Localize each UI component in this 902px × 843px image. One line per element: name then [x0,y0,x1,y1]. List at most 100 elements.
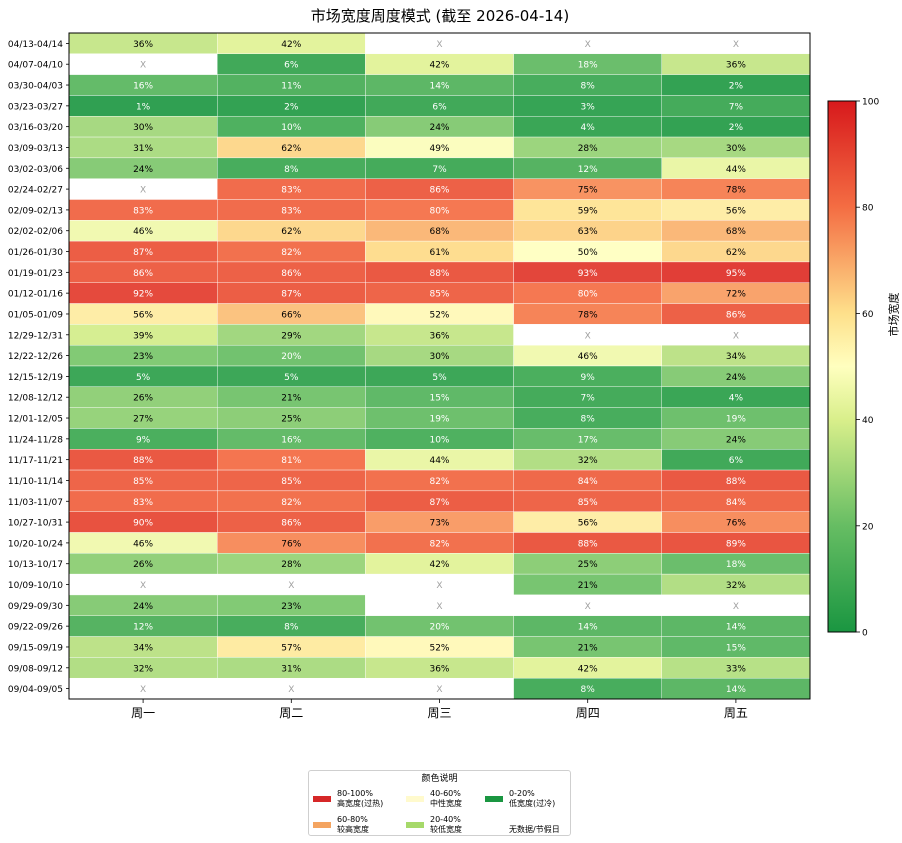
cell-label: 82% [429,477,449,487]
week-label: 09/04-09/05 [8,685,63,695]
cell-label: 8% [284,623,299,633]
heatmap-cells: 36% 42% X X X X 6% 42% 18% 36% 16% 11% 14% 8% 2% 1% 2% 6%… [68,32,811,700]
weekday-label: 周二 [279,706,303,720]
cell-label: X [733,602,739,612]
colorbar-tick-label: 40 [862,416,874,426]
cell-label: 7% [581,394,596,404]
week-label: 09/29-09/30 [8,602,63,612]
cell-label: 42% [429,560,449,570]
cell-label: 26% [133,560,153,570]
week-label: 11/03-11/07 [8,498,63,508]
cell-label: 6% [432,102,447,112]
cell-label: 36% [429,664,449,674]
cell-label: 90% [133,519,153,529]
colorbar-tick-label: 20 [862,522,874,532]
week-axis-labels: 04/13-04/14 04/07-04/10 03/30-04/03 03/23-0… [8,40,69,695]
colorbar-tick-label: 0 [862,629,868,639]
cell-label: 18% [578,61,598,71]
cell-label: 86% [726,310,746,320]
cell-label: 46% [133,227,153,237]
week-label: 10/27-10/31 [8,519,63,529]
legend-item-nodata: 无数据/节假日 [485,815,560,835]
cell-label: 85% [281,477,301,487]
cell-label: 66% [281,310,301,320]
cell-label: 92% [133,290,153,300]
cell-label: 24% [726,373,746,383]
cell-label: 49% [429,144,449,154]
legend-item-mid-high: 60-80% 较高宽度 [313,815,369,835]
cell-label: 89% [726,539,746,549]
cell-label: 7% [729,102,744,112]
cell-label: 27% [133,415,153,425]
cell-label: 8% [581,415,596,425]
legend-title: 颜色说明 [421,774,458,784]
cell-label: 4% [581,123,596,133]
cell-label: 24% [429,123,449,133]
cell-label: 21% [281,394,301,404]
cell-label: 72% [726,290,746,300]
week-label: 03/16-03/20 [8,123,63,133]
cell-label: 34% [726,352,746,362]
chart-title: 市场宽度周度模式 (截至 2026-04-14) [310,7,570,25]
cell-label: 8% [284,165,299,175]
week-label: 03/02-03/06 [8,165,63,175]
cell-label: 5% [284,373,299,383]
week-label: 11/24-11/28 [8,435,63,445]
colorbar-tick-label: 60 [862,310,874,320]
cell-label: X [140,685,146,695]
cell-label: 82% [281,248,301,258]
cell-label: 85% [133,477,153,487]
cell-label: 16% [133,82,153,92]
cell-label: 83% [133,206,153,216]
cell-label: 52% [429,643,449,653]
cell-label: 87% [429,498,449,508]
cell-label: 28% [578,144,598,154]
cell-label: 31% [133,144,153,154]
cell-label: 86% [429,186,449,196]
cell-label: X [585,40,591,50]
cell-label: 32% [578,456,598,466]
cell-label: 56% [578,519,598,529]
cell-label: 52% [429,310,449,320]
cell-label: 6% [729,456,744,466]
cell-label: 10% [281,123,301,133]
cell-label: X [140,186,146,196]
week-label: 10/09-10/10 [8,581,63,591]
cell-label: 81% [281,456,301,466]
week-label: 09/15-09/19 [8,643,63,653]
cell-label: 42% [281,40,301,50]
cell-label: 68% [429,227,449,237]
cell-label: 62% [726,248,746,258]
legend-swatch [313,822,331,828]
cell-label: X [436,685,442,695]
week-label: 03/30-04/03 [8,82,63,92]
cell-label: 25% [281,415,301,425]
cell-label: 62% [281,227,301,237]
cell-label: 19% [429,415,449,425]
legend-swatch [406,796,424,802]
week-label: 12/22-12/26 [8,352,63,362]
week-label: 09/08-09/12 [8,664,63,674]
cell-label: 61% [429,248,449,258]
cell-label: 76% [726,519,746,529]
cell-label: X [436,581,442,591]
cell-label: 2% [284,102,299,112]
cell-label: X [436,602,442,612]
cell-label: 11% [281,82,301,92]
cell-label: 9% [581,373,596,383]
cell-label: 30% [133,123,153,133]
cell-label: 36% [429,331,449,341]
cell-label: 88% [133,456,153,466]
week-label: 12/08-12/12 [8,394,63,404]
legend-item-neutral: 40-60% 中性宽度 [406,789,462,809]
week-label: 11/17-11/21 [8,456,63,466]
legend-item-high: 80-100% 高宽度(过热) [313,789,383,809]
cell-label: 14% [578,623,598,633]
week-label: 11/10-11/14 [8,477,63,487]
cell-label: 20% [281,352,301,362]
cell-label: X [436,40,442,50]
cell-label: 15% [429,394,449,404]
week-label: 10/13-10/17 [8,560,63,570]
cell-label: 2% [729,82,744,92]
cell-label: 88% [726,477,746,487]
